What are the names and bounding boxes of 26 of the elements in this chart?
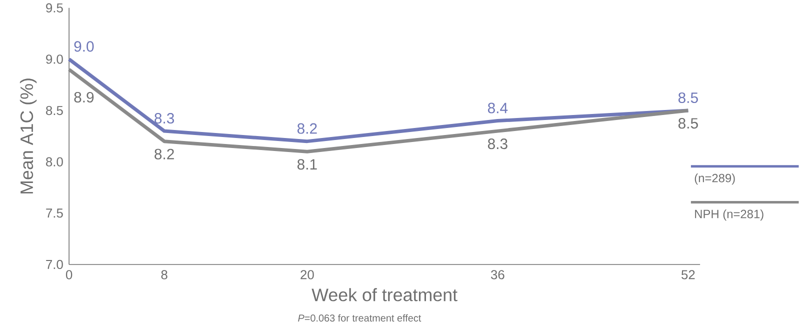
text: NPH (n=281) bbox=[695, 209, 764, 221]
y-tick-label: 8.5 bbox=[46, 106, 63, 116]
x-tick-label: 52 bbox=[681, 270, 695, 280]
data-label: 8.2 bbox=[154, 148, 174, 160]
data-label: 8.4 bbox=[488, 102, 508, 114]
data-label: 8.3 bbox=[488, 138, 508, 150]
x-axis-title: Week of treatment bbox=[312, 288, 458, 302]
data-label: 8.9 bbox=[74, 92, 94, 102]
data-label: 8.3 bbox=[154, 112, 174, 124]
data-label: 8.2 bbox=[297, 123, 317, 134]
text: (n=289) bbox=[694, 173, 735, 185]
x-tick-label: 8 bbox=[161, 270, 168, 280]
y-tick-label: 7.5 bbox=[46, 208, 63, 218]
text: P=0.063 for treatment effect bbox=[298, 314, 422, 322]
data-label: 8.1 bbox=[297, 159, 317, 170]
y-tick-label: 9.0 bbox=[46, 54, 63, 64]
data-label: 8.5 bbox=[678, 118, 698, 129]
x-tick-label: 0 bbox=[66, 270, 72, 280]
x-tick-label: 20 bbox=[300, 270, 314, 280]
y-tick-label: 8.0 bbox=[46, 157, 63, 166]
x-tick-label: 36 bbox=[490, 270, 504, 280]
y-tick-label: 7.0 bbox=[46, 260, 63, 270]
data-label: 9.0 bbox=[74, 41, 94, 52]
data-label: 8.5 bbox=[678, 92, 698, 103]
y-axis-title: Mean A1C (%) bbox=[20, 78, 37, 194]
y-tick-label: 9.5 bbox=[46, 3, 63, 12]
